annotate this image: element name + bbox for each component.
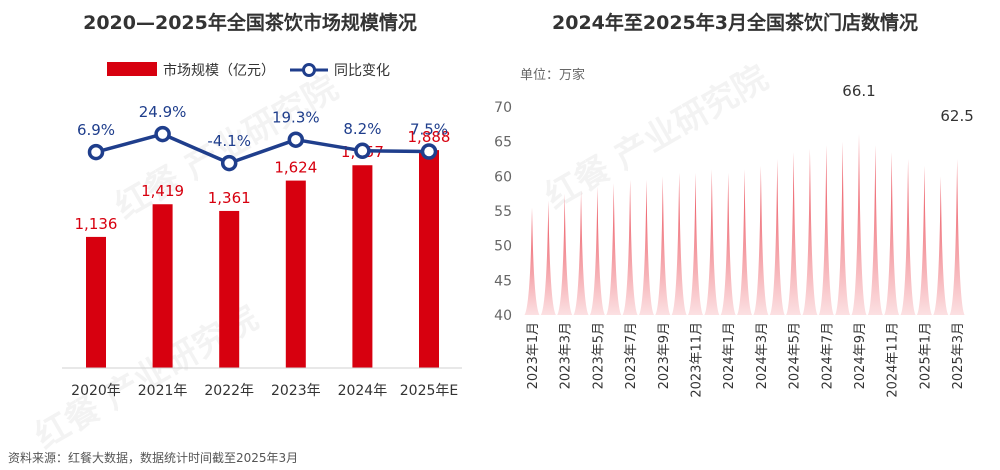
left-chart-title: 2020—2025年全国茶饮市场规模情况 — [83, 11, 417, 34]
area-spike-7 — [638, 179, 654, 315]
yoy-label-1: 24.9% — [139, 103, 187, 121]
y-tick-2: 50 — [494, 239, 512, 255]
store-count-chart: 2024年至2025年3月全国茶饮门店数情况 单位：万家 40 45 50 55 60 6… — [494, 11, 974, 398]
month-tick-12: 2025年1月 — [918, 322, 933, 389]
month-tick-1: 2023年3月 — [559, 322, 574, 389]
y-tick-1: 45 — [494, 273, 512, 289]
area-spike-19 — [835, 141, 851, 315]
market-size-chart: 2020—2025年全国茶饮市场规模情况 市场规模（亿元） 同比变化 1,136… — [62, 11, 462, 399]
area-spike-15 — [769, 159, 785, 315]
bar-4 — [352, 165, 373, 368]
area-spike-14 — [753, 165, 769, 315]
area-spike-3 — [573, 190, 589, 315]
area-spike-21 — [867, 145, 883, 315]
bar-label-2: 1,361 — [208, 189, 251, 207]
yoy-label-2: -4.1% — [207, 132, 251, 150]
y-tick-0: 40 — [494, 308, 512, 324]
legend-line-marker — [302, 63, 316, 77]
x-tick-1: 2021年 — [138, 383, 188, 399]
area-spike-1 — [540, 200, 556, 315]
x-tick-2: 2022年 — [204, 383, 254, 399]
peak-label-0: 66.1 — [842, 82, 875, 100]
month-tick-3: 2023年7月 — [624, 322, 639, 389]
month-tick-7: 2024年3月 — [755, 322, 770, 389]
legend-line-label: 同比变化 — [334, 63, 390, 79]
month-tick-10: 2024年9月 — [853, 322, 868, 389]
y-tick-6: 70 — [494, 100, 512, 116]
bar-2 — [219, 210, 240, 368]
unit-label: 单位：万家 — [520, 67, 585, 83]
yoy-point-2 — [220, 154, 238, 172]
bar-5 — [419, 150, 439, 368]
month-tick-6: 2024年1月 — [722, 322, 737, 389]
area-spike-6 — [622, 179, 638, 315]
right-chart-title: 2024年至2025年3月全国茶饮门店数情况 — [552, 11, 918, 34]
area-spike-5 — [606, 183, 622, 315]
left-legend: 市场规模（亿元） 同比变化 — [107, 62, 390, 79]
month-tick-4: 2023年9月 — [657, 322, 672, 389]
y-tick-4: 60 — [494, 169, 512, 185]
month-tick-0: 2023年1月 — [526, 322, 541, 389]
bar-3 — [285, 180, 306, 368]
bar-label-5: 1,888 — [408, 128, 451, 146]
x-tick-4: 2024年 — [338, 383, 388, 399]
area-spike-25 — [933, 176, 949, 315]
area-spike-17 — [802, 148, 818, 315]
yoy-point-4 — [354, 142, 371, 160]
month-tick-9: 2024年7月 — [820, 322, 835, 389]
area-spike-12 — [720, 172, 736, 315]
source-note: 资料来源：红餐大数据，数据统计时间截至2025年3月 — [8, 450, 298, 465]
yoy-point-5 — [420, 143, 438, 160]
area-spike-18 — [818, 145, 834, 315]
month-tick-2: 2023年5月 — [591, 322, 606, 389]
yoy-label-4: 8.2% — [343, 120, 381, 138]
yoy-point-3 — [287, 131, 305, 148]
month-tick-13: 2025年3月 — [951, 322, 966, 389]
bar-0 — [86, 236, 106, 368]
bar-label-0: 1,136 — [75, 215, 118, 233]
area-spike-16 — [786, 152, 802, 315]
x-tick-5: 2025年E — [400, 383, 458, 399]
area-spike-10 — [688, 172, 703, 315]
month-tick-8: 2024年5月 — [788, 322, 803, 389]
peak-label-1: 62.5 — [940, 107, 973, 125]
legend-bar-swatch — [107, 62, 157, 76]
yoy-label-3: 19.3% — [272, 109, 320, 127]
area-spike-8 — [655, 176, 671, 315]
yoy-label-5: 7.5% — [410, 121, 448, 139]
yoy-line — [95, 132, 430, 165]
area-spike-26 — [949, 159, 965, 315]
yoy-point-0 — [87, 143, 105, 161]
area-spike-20 — [851, 134, 867, 315]
y-tick-3: 55 — [494, 204, 512, 220]
area-spike-24 — [916, 165, 932, 315]
area-spike-2 — [557, 193, 573, 315]
bar-label-3: 1,624 — [274, 159, 317, 177]
area-spike-11 — [704, 169, 720, 315]
y-tick-5: 65 — [494, 135, 512, 151]
area-spike-23 — [900, 159, 916, 315]
month-tick-5: 2023年11月 — [690, 322, 705, 398]
bar-1 — [152, 204, 173, 368]
area-spike-22 — [884, 152, 900, 315]
x-tick-0: 2020年 — [71, 383, 121, 399]
yoy-label-0: 6.9% — [77, 121, 115, 139]
area-spike-4 — [589, 186, 605, 315]
month-tick-11: 2024年11月 — [886, 322, 901, 398]
bar-label-1: 1,419 — [141, 182, 184, 200]
yoy-point-1 — [154, 125, 171, 143]
area-spike-0 — [524, 207, 540, 315]
area-spike-13 — [737, 169, 753, 315]
legend-bar-label: 市场规模（亿元） — [163, 62, 275, 79]
area-spike-9 — [671, 172, 687, 315]
x-tick-3: 2023年 — [271, 383, 321, 399]
